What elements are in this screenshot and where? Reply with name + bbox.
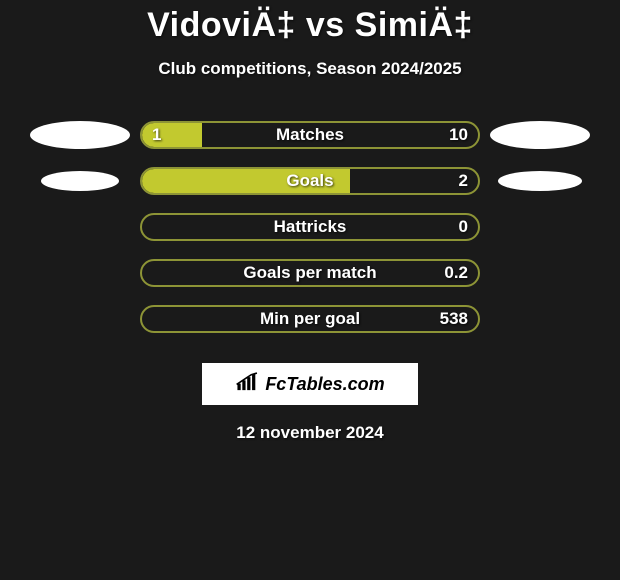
stat-row: Min per goal538 (0, 305, 620, 333)
stat-label: Matches (142, 125, 478, 145)
stat-bar: Min per goal538 (140, 305, 480, 333)
stat-bar: 1Matches10 (140, 121, 480, 149)
stat-row: Goals per match0.2 (0, 259, 620, 287)
stat-value-right: 0.2 (444, 263, 468, 283)
left-shape-cell (20, 171, 140, 191)
stat-bar: Goals2 (140, 167, 480, 195)
stat-row: Goals2 (0, 167, 620, 195)
page-subtitle: Club competitions, Season 2024/2025 (0, 59, 620, 79)
left-shape-cell (20, 121, 140, 149)
stat-row: 1Matches10 (0, 121, 620, 149)
chart-icon (235, 371, 261, 398)
fctables-logo: FcTables.com (202, 363, 418, 405)
stat-label: Goals per match (142, 263, 478, 283)
right-shape-cell (480, 121, 600, 149)
right-shape-cell (480, 171, 600, 191)
page-title: VidoviÄ‡ vs SimiÄ‡ (0, 6, 620, 45)
comparison-widget: VidoviÄ‡ vs SimiÄ‡ Club competitions, Se… (0, 0, 620, 443)
stat-bar: Goals per match0.2 (140, 259, 480, 287)
stat-row: Hattricks0 (0, 213, 620, 241)
stat-bar: Hattricks0 (140, 213, 480, 241)
player-ellipse-right (498, 171, 582, 191)
stat-value-right: 0 (459, 217, 468, 237)
stat-value-right: 2 (459, 171, 468, 191)
player-ellipse-left (41, 171, 119, 191)
player-ellipse-left (30, 121, 130, 149)
stats-rows: 1Matches10 Goals2 Hattricks0 Goals per matc… (0, 121, 620, 333)
date-label: 12 november 2024 (0, 423, 620, 443)
logo-text: FcTables.com (265, 374, 384, 395)
stat-label: Goals (142, 171, 478, 191)
stat-label: Min per goal (142, 309, 478, 329)
stat-value-right: 538 (440, 309, 468, 329)
stat-value-right: 10 (449, 125, 468, 145)
player-ellipse-right (490, 121, 590, 149)
stat-label: Hattricks (142, 217, 478, 237)
